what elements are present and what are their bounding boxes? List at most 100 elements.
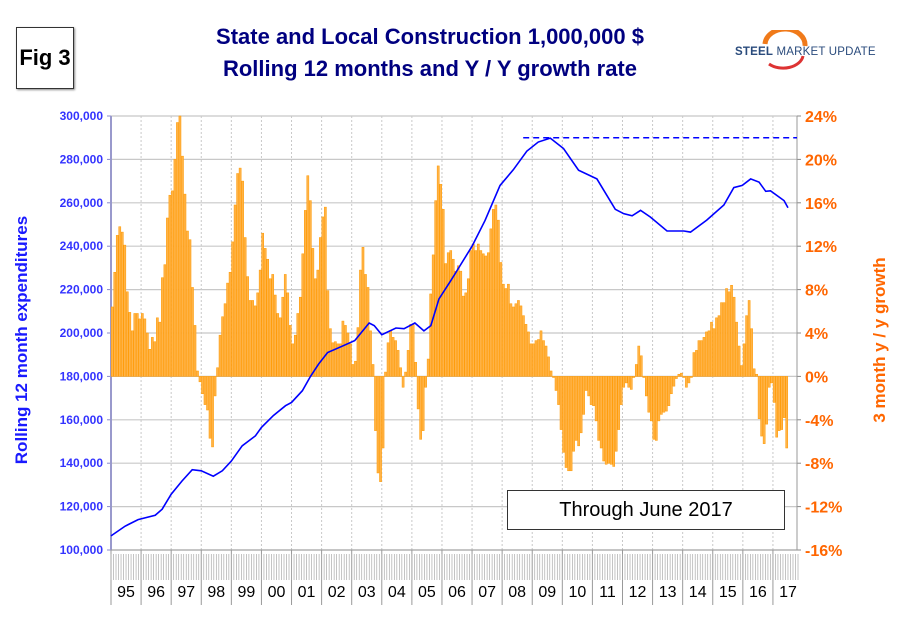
growth-bar: [584, 376, 588, 391]
growth-bar: [715, 317, 718, 377]
x-tick-label: 00: [268, 584, 286, 601]
growth-bar: [697, 340, 701, 377]
growth-bar: [569, 376, 573, 472]
logo-swoosh-icon: [762, 30, 808, 70]
growth-bar: [386, 342, 390, 377]
growth-bar: [484, 255, 488, 377]
growth-bar: [359, 269, 362, 377]
growth-bar: [376, 376, 380, 474]
growth-bar: [369, 330, 372, 377]
y2-tick-label: -16%: [805, 543, 842, 560]
growth-bar: [349, 343, 352, 377]
growth-bar: [198, 376, 202, 383]
growth-bar: [695, 350, 698, 377]
growth-bar: [597, 376, 600, 441]
growth-bar: [509, 303, 513, 377]
growth-bar: [639, 355, 643, 377]
growth-bar: [534, 340, 538, 377]
growth-bar: [504, 288, 508, 377]
growth-bar: [592, 376, 595, 406]
growth-bar: [296, 313, 300, 377]
growth-bar: [542, 340, 545, 377]
growth-bar: [381, 376, 385, 449]
growth-bar: [732, 296, 736, 377]
growth-bar: [755, 373, 758, 377]
growth-bar: [248, 300, 252, 377]
growth-bar: [474, 250, 478, 377]
growth-bar: [193, 325, 197, 377]
growth-bar: [660, 376, 663, 415]
growth-bar: [637, 345, 641, 377]
growth-bar: [657, 376, 661, 422]
y2-tick-label: 0%: [805, 369, 828, 386]
growth-bar: [680, 372, 683, 377]
growth-bar: [599, 376, 603, 449]
growth-bar: [672, 376, 676, 387]
y-tick-label: 180,000: [60, 369, 104, 383]
growth-bar: [562, 376, 565, 453]
growth-bar: [747, 300, 751, 377]
growth-bar: [166, 217, 169, 377]
growth-bar: [399, 367, 402, 377]
growth-bar: [690, 376, 693, 378]
growth-bar: [464, 292, 468, 377]
y2-tick-label: -8%: [805, 456, 833, 473]
growth-bar: [324, 206, 327, 377]
growth-bar: [745, 315, 748, 377]
y2-tick-label: -12%: [805, 500, 842, 517]
growth-bar: [243, 237, 247, 377]
x-tick-label: 95: [117, 584, 135, 601]
growth-bar: [314, 278, 317, 377]
growth-bar: [682, 376, 686, 378]
growth-bar: [183, 193, 187, 377]
y-tick-label: 140,000: [60, 456, 104, 470]
growth-bar: [612, 376, 616, 467]
x-tick-label: 11: [599, 584, 616, 601]
growth-bar: [647, 376, 651, 413]
growth-bar: [642, 376, 646, 378]
growth-bar: [785, 376, 789, 449]
growth-bar: [276, 313, 280, 377]
growth-bar: [762, 376, 766, 444]
x-tick-label: 96: [147, 584, 165, 601]
growth-bar: [186, 230, 189, 377]
figure-label: Fig 3: [16, 27, 74, 89]
x-tick-label: 99: [237, 584, 255, 601]
x-tick-label: 98: [207, 584, 225, 601]
y2-tick-label: -4%: [805, 413, 833, 430]
growth-bar: [552, 376, 555, 378]
growth-bar: [426, 358, 430, 377]
growth-bar: [492, 209, 495, 377]
growth-bar: [414, 362, 417, 377]
growth-bar: [419, 376, 422, 440]
y2-tick-label: 24%: [805, 109, 837, 126]
growth-bar: [409, 324, 412, 377]
growth-bar: [650, 376, 653, 422]
growth-bar: [238, 167, 242, 377]
growth-bar: [133, 313, 137, 377]
growth-bar: [667, 376, 671, 406]
y2-tick-label: 8%: [805, 283, 828, 300]
growth-bar: [421, 376, 425, 431]
growth-bar: [123, 244, 127, 377]
growth-bar: [203, 376, 207, 405]
x-tick-label: 16: [749, 584, 767, 601]
growth-bar: [594, 376, 598, 422]
growth-bar: [371, 364, 375, 377]
y-tick-label: 260,000: [60, 196, 104, 210]
growth-bar: [208, 376, 212, 439]
growth-bar: [339, 343, 342, 377]
growth-bar: [472, 243, 475, 377]
growth-bar: [502, 283, 505, 377]
growth-bar: [602, 376, 605, 462]
growth-bar: [574, 376, 578, 441]
growth-bar: [391, 337, 395, 377]
y2-tick-label: 16%: [805, 196, 837, 213]
growth-bar: [351, 364, 355, 377]
growth-bar: [298, 296, 302, 377]
growth-bar: [306, 175, 310, 377]
growth-bar: [251, 300, 254, 377]
growth-bar: [760, 376, 763, 437]
growth-bar: [311, 248, 315, 377]
growth-bar: [329, 328, 332, 377]
